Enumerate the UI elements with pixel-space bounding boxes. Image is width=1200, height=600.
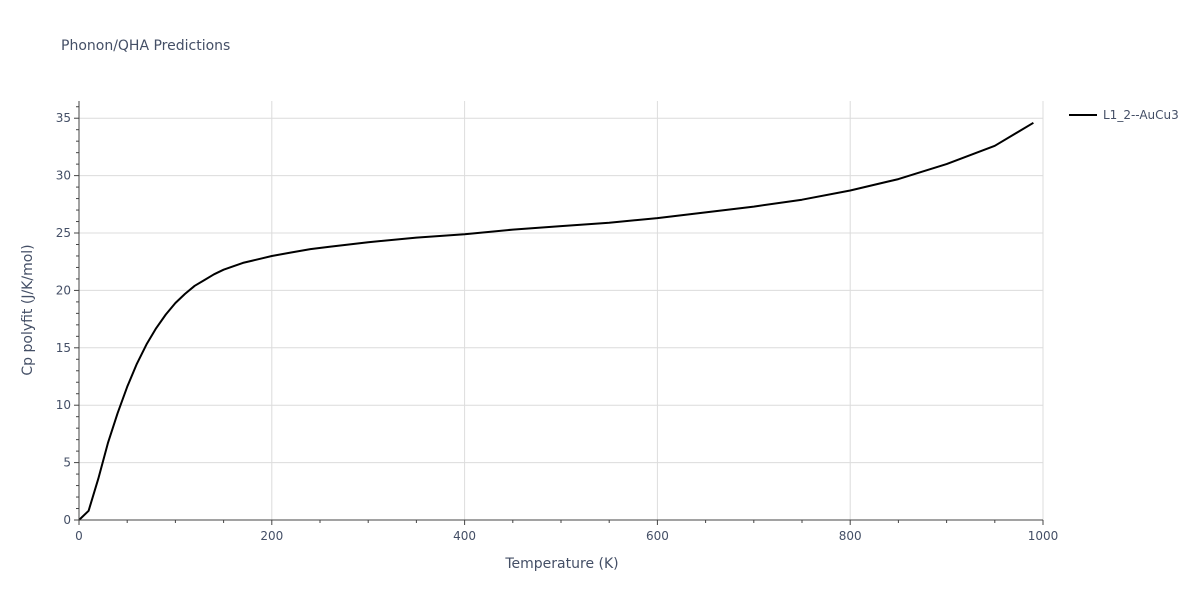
tick-labels: 0 200 400 600 800 1000 0 5 10 15 20 25 30 35: [56, 111, 1059, 543]
y-tick-label: 15: [56, 341, 71, 355]
chart-title: Phonon/QHA Predictions: [61, 38, 230, 54]
legend-label: L1_2--AuCu3: [1103, 108, 1179, 122]
x-tick-label: 1000: [1028, 529, 1059, 543]
x-tick-label: 200: [260, 529, 283, 543]
series-line[interactable]: [78, 121, 1034, 521]
x-tick-label: 400: [453, 529, 476, 543]
grid: [79, 101, 1044, 520]
legend[interactable]: L1_2--AuCu3: [1069, 108, 1179, 122]
y-tick-label: 35: [56, 111, 71, 125]
y-tick-label: 20: [56, 283, 71, 297]
y-tick-label: 30: [56, 169, 71, 183]
plot-area: [78, 121, 1034, 521]
y-axis-title: Cp polyfit (J/K/mol): [20, 244, 36, 375]
x-tick-label: 800: [839, 529, 862, 543]
x-tick-label: 600: [646, 529, 669, 543]
axes: [74, 101, 1044, 525]
y-tick-label: 10: [56, 398, 71, 412]
y-tick-label: 0: [63, 513, 71, 527]
x-axis-title: Temperature (K): [504, 556, 618, 572]
y-tick-label: 25: [56, 226, 71, 240]
x-tick-label: 0: [75, 529, 83, 543]
y-tick-label: 5: [63, 456, 71, 470]
